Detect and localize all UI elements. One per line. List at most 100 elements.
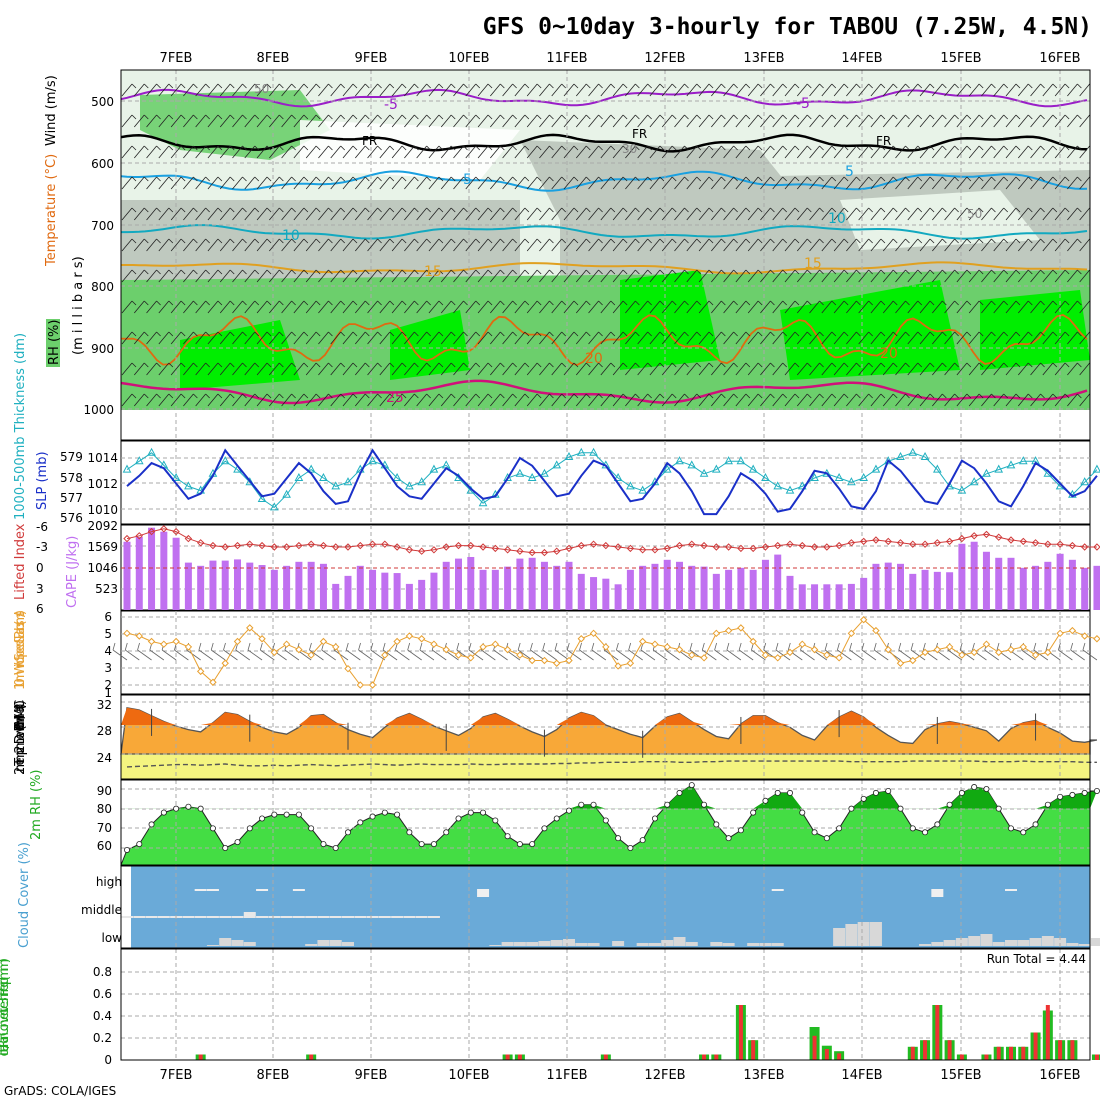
y-tick-label: -6: [36, 520, 48, 534]
wind-speed-point: [209, 678, 217, 686]
contour-label: 50: [967, 207, 982, 221]
cape-bar: [430, 572, 438, 610]
cape-bar: [700, 566, 708, 610]
cape-bar: [332, 583, 340, 610]
thickness-point: [785, 485, 795, 494]
precip-convective-bar: [1033, 1032, 1038, 1060]
rh-2m-point: [922, 829, 929, 836]
lifted-index-point: [553, 547, 561, 555]
upper-panel-frame: [120, 69, 1091, 441]
rh-2m-point: [381, 809, 388, 816]
wind-speed-point: [896, 659, 905, 667]
cloud-low-bar: [526, 942, 539, 946]
lifted-index-point: [577, 541, 585, 550]
cape-bar: [258, 565, 266, 610]
lifted-index-point: [368, 540, 377, 548]
y-tick-label: 24: [97, 751, 112, 765]
rh-2m-point: [725, 835, 732, 842]
rh-2m-point: [872, 789, 879, 796]
rh-2m-point: [995, 805, 1002, 812]
cape-bar: [209, 560, 217, 610]
cloud-low-bar: [538, 941, 551, 946]
rh-2m-point: [664, 801, 671, 808]
cloud-low-bar: [857, 922, 870, 946]
precip-ticks: 0.8 0.6 0.4 0.2 0: [93, 965, 112, 1067]
cape-bar: [1068, 559, 1076, 610]
lifted-index-point: [1044, 540, 1052, 548]
lifted-index-point: [147, 527, 156, 536]
y-tick-label: 1000: [83, 403, 114, 417]
cloud-low-bar: [648, 943, 661, 946]
wind-speed-point: [405, 632, 414, 640]
wind-speed-point: [688, 651, 696, 659]
rh-2m-point: [406, 829, 413, 836]
upper-y-ticks: 500 600 700 800 900 1000: [83, 95, 114, 417]
credit: GrADS: COLA/IGES: [4, 1084, 116, 1098]
wind-speed-point: [258, 635, 266, 643]
thickness-point: [405, 481, 414, 490]
cape-bar: [970, 541, 978, 610]
wind-speed-point: [663, 643, 671, 651]
cloud-low-bar: [771, 943, 784, 946]
y-tick-label: 2092: [87, 519, 118, 533]
y-tick-label: 32: [97, 698, 112, 712]
lifted-index-point: [1019, 537, 1027, 546]
precip-convective-bar: [947, 1040, 952, 1060]
precip-convective-bar: [738, 1005, 743, 1060]
thickness-ticks: 579 578 577 576: [60, 450, 83, 525]
date-tick-label: 12FEB: [644, 51, 685, 66]
cape-bar: [577, 573, 585, 610]
thickness-point: [245, 477, 255, 486]
cloud-mid-bar: [391, 916, 404, 918]
lifted-index-point: [810, 543, 819, 551]
lifted-index-point: [356, 541, 364, 550]
thickness-point: [761, 472, 770, 481]
wind-speed-point: [675, 645, 684, 654]
thickness-point: [368, 456, 377, 465]
lifted-index-point: [209, 541, 217, 550]
lifted-index-point: [835, 541, 843, 550]
y-tick-label: 800: [91, 280, 114, 294]
wind-speed-point: [491, 640, 500, 648]
rh-2m-point: [1081, 789, 1088, 796]
rh-2m-point: [553, 815, 560, 822]
lifted-index-point: [454, 541, 463, 550]
cloud-mid-bar: [231, 916, 244, 918]
contour-label: 5: [845, 164, 854, 180]
contour-label: FR: [362, 134, 377, 148]
cloud-mid-bar: [280, 916, 293, 918]
cloud-low-bar: [587, 943, 600, 946]
date-tick-label: 11FEB: [546, 1068, 587, 1083]
thickness-axis-label: 1000-500mb Thickness (dm): [13, 333, 28, 520]
contour-label: 10: [828, 211, 846, 227]
wind-speed-point: [761, 651, 770, 659]
date-tick-label: 13FEB: [743, 51, 784, 66]
rh-2m-point: [848, 805, 855, 812]
cloud-low-bar: [563, 939, 575, 946]
rh-2m-point: [173, 805, 180, 812]
rh-2m-point: [332, 845, 339, 852]
thickness-point: [724, 456, 733, 465]
date-tick-label: 10FEB: [448, 1068, 489, 1083]
cloud-mid-bar: [292, 916, 305, 918]
thickness-point: [343, 477, 353, 486]
wind-speed-point: [626, 659, 635, 667]
wind-speed-point: [638, 637, 647, 646]
rh-2m-point: [860, 795, 867, 802]
wind-speed-point: [774, 654, 782, 662]
rh-2m-point: [259, 815, 266, 822]
wind-speed-point: [872, 626, 880, 635]
lifted-index-point: [246, 540, 254, 548]
cape-bar: [958, 543, 966, 610]
thickness-point: [969, 477, 979, 486]
wind-speed-point: [1044, 648, 1052, 657]
lifted-index-point: [1080, 543, 1089, 551]
cape-bar: [270, 569, 278, 610]
wind-speed-point: [749, 637, 757, 646]
temp-panel-frame: [120, 694, 1091, 780]
cape-bar: [676, 561, 683, 610]
cape-axis-label: CAPE (J/kg): [65, 536, 80, 608]
lifted-index-point: [589, 540, 598, 548]
thickness-point: [515, 468, 525, 477]
cape-bar: [860, 577, 868, 610]
